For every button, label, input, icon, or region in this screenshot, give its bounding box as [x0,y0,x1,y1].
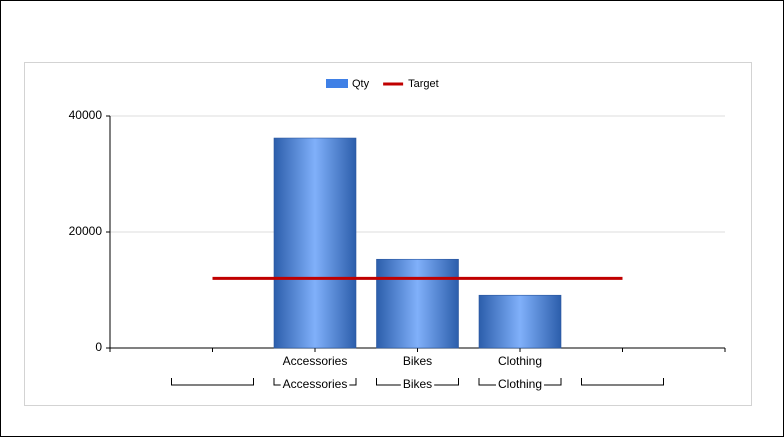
group-label: Bikes [403,377,432,391]
group-label: Clothing [498,377,542,391]
group-label-bg [400,382,435,388]
legend-swatch [326,79,348,88]
bar [376,258,459,349]
group-label: Accessories [283,377,348,391]
y-tick-label: 0 [95,340,102,354]
legend-label: Qty [352,78,370,90]
legend: Qty Target [326,78,439,90]
legend-label: Target [408,78,439,90]
x-tick-label: Accessories [283,354,348,368]
chart-panel [24,62,752,406]
bar [273,137,357,349]
group-bracket [581,378,664,386]
bar [478,294,562,349]
group-label-bg [280,382,350,388]
y-tick-label: 40000 [69,108,103,122]
y-tick-label: 20000 [69,224,103,238]
group-label-bg [495,382,545,388]
x-tick-label: Clothing [498,354,542,368]
x-tick-label: Bikes [403,354,432,368]
group-bracket [171,378,254,386]
